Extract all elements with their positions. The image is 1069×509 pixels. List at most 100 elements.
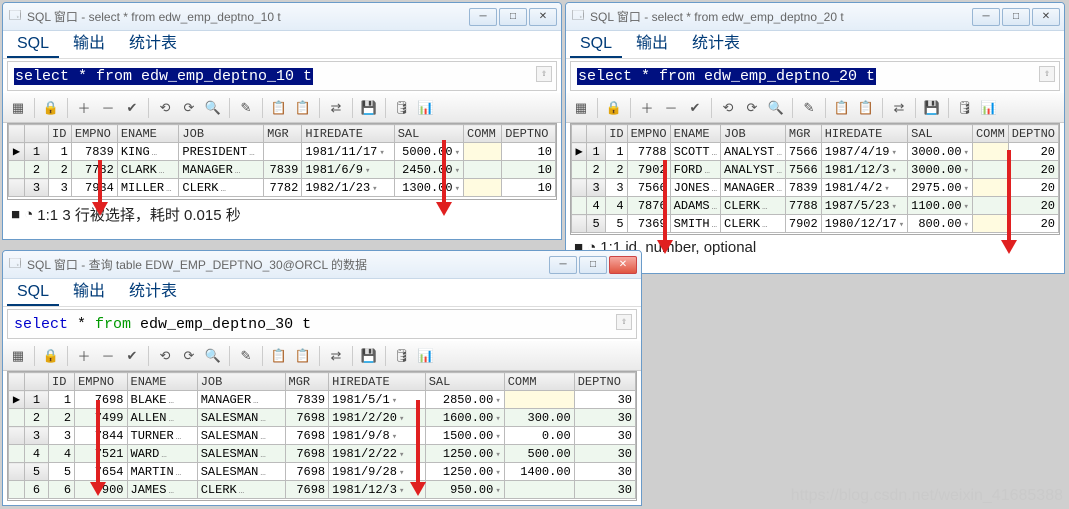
col-job[interactable]: JOB [179,125,264,143]
col-deptno[interactable]: DEPTNO [502,125,556,143]
toolbar-btn-10[interactable]: 📋 [855,97,877,119]
table-row[interactable]: 227499ALLEN…SALESMAN…76981981/2/20▾1600.… [9,409,636,427]
table-row[interactable]: 447521WARD…SALESMAN…76981981/2/22▾1250.0… [9,445,636,463]
toolbar-btn-13[interactable]: 🛢 [391,97,413,119]
toolbar-btn-4[interactable]: ✔ [121,97,143,119]
toolbar-btn-11[interactable]: ⇄ [888,97,910,119]
tab-output[interactable]: 输出 [63,274,115,306]
toolbar-btn-12[interactable]: 💾 [921,97,943,119]
col-hiredate[interactable]: HIREDATE [302,125,394,143]
toolbar-btn-14[interactable]: 📊 [415,345,437,367]
toolbar-btn-9[interactable]: 📋 [831,97,853,119]
sql-editor[interactable]: select * from edw_emp_deptno_30 t ⇧ [7,309,637,339]
toolbar-btn-14[interactable]: 📊 [978,97,1000,119]
tab-sql[interactable]: SQL [7,280,59,306]
col-hiredate[interactable]: HIREDATE [329,373,426,391]
col-ename[interactable]: ENAME [117,125,179,143]
col-empno[interactable]: EMPNO [71,125,117,143]
table-row[interactable]: 557369SMITH…CLERK…79021980/12/17▾800.00▾… [572,215,1059,233]
col-sal[interactable]: SAL [908,125,973,143]
table-row[interactable]: 557654MARTIN…SALESMAN…76981981/9/28▾1250… [9,463,636,481]
toolbar-btn-8[interactable]: ✎ [235,97,257,119]
maximize-button[interactable]: □ [499,8,527,26]
toolbar-btn-12[interactable]: 💾 [358,345,380,367]
toolbar-btn-3[interactable]: － [97,345,119,367]
close-button[interactable]: ✕ [609,256,637,274]
table-row[interactable]: ▶117839KING…PRESIDENT…1981/11/17▾5000.00… [9,143,556,161]
col-ename[interactable]: ENAME [127,373,197,391]
minimize-button[interactable]: ─ [972,8,1000,26]
minimize-button[interactable]: ─ [469,8,497,26]
toolbar-btn-4[interactable]: ✔ [121,345,143,367]
toolbar-btn-6[interactable]: ⟳ [741,97,763,119]
table-row[interactable]: 337566JONES…MANAGER…78391981/4/2▾2975.00… [572,179,1059,197]
toolbar-btn-2[interactable]: ＋ [73,345,95,367]
col-sal[interactable]: SAL [425,373,504,391]
toolbar-btn-12[interactable]: 💾 [358,97,380,119]
toolbar-btn-11[interactable]: ⇄ [325,97,347,119]
toolbar-btn-8[interactable]: ✎ [798,97,820,119]
col-comm[interactable]: COMM [504,373,574,391]
toolbar-btn-1[interactable]: 🔒 [603,97,625,119]
toolbar-btn-5[interactable]: ⟲ [154,345,176,367]
toolbar-btn-6[interactable]: ⟳ [178,97,200,119]
table-row[interactable]: ▶117698BLAKE…MANAGER…78391981/5/1▾2850.0… [9,391,636,409]
toolbar-btn-8[interactable]: ✎ [235,345,257,367]
col-comm[interactable]: COMM [464,125,502,143]
col-comm[interactable]: COMM [972,125,1008,143]
table-row[interactable]: 337934MILLER…CLERK…77821982/1/23▾1300.00… [9,179,556,197]
close-button[interactable]: ✕ [1032,8,1060,26]
toolbar-btn-3[interactable]: － [660,97,682,119]
maximize-button[interactable]: □ [1002,8,1030,26]
close-button[interactable]: ✕ [529,8,557,26]
table-row[interactable]: 337844TURNER…SALESMAN…76981981/9/8▾1500.… [9,427,636,445]
toolbar-btn-7[interactable]: 🔍 [202,97,224,119]
toolbar-btn-13[interactable]: 🛢 [391,345,413,367]
toolbar-btn-13[interactable]: 🛢 [954,97,976,119]
col-empno[interactable]: EMPNO [627,125,670,143]
sql-editor[interactable]: select * from edw_emp_deptno_20 t ⇧ [570,61,1060,91]
toolbar-btn-4[interactable]: ✔ [684,97,706,119]
tab-sql[interactable]: SQL [7,32,59,58]
table-row[interactable]: 667900JAMES…CLERK…76981981/12/3▾950.00▾3… [9,481,636,499]
col-job[interactable]: JOB [197,373,285,391]
toolbar-btn-0[interactable]: ▦ [7,97,29,119]
table-row[interactable]: ▶117788SCOTT…ANALYST…75661987/4/19▾3000.… [572,143,1059,161]
toolbar-btn-14[interactable]: 📊 [415,97,437,119]
tab-output[interactable]: 输出 [626,26,678,58]
scroll-up-icon[interactable]: ⇧ [536,66,552,82]
toolbar-btn-0[interactable]: ▦ [570,97,592,119]
toolbar-btn-2[interactable]: ＋ [636,97,658,119]
minimize-button[interactable]: ─ [549,256,577,274]
col-job[interactable]: JOB [721,125,786,143]
col-sal[interactable]: SAL [394,125,463,143]
toolbar-btn-10[interactable]: 📋 [292,97,314,119]
sql-editor[interactable]: select * from edw_emp_deptno_10 t ⇧ [7,61,557,91]
toolbar-btn-10[interactable]: 📋 [292,345,314,367]
toolbar-btn-2[interactable]: ＋ [73,97,95,119]
col-mgr[interactable]: MGR [264,125,302,143]
col-id[interactable]: ID [606,125,627,143]
toolbar-btn-11[interactable]: ⇄ [325,345,347,367]
col-mgr[interactable]: MGR [285,373,329,391]
col-hiredate[interactable]: HIREDATE [821,125,907,143]
toolbar-btn-7[interactable]: 🔍 [202,345,224,367]
table-row[interactable]: 227902FORD…ANALYST…75661981/12/3▾3000.00… [572,161,1059,179]
table-row[interactable]: 447876ADAMS…CLERK…77881987/5/23▾1100.00▾… [572,197,1059,215]
toolbar-btn-5[interactable]: ⟲ [717,97,739,119]
tab-stats[interactable]: 统计表 [119,274,187,306]
col-deptno[interactable]: DEPTNO [1008,125,1058,143]
toolbar-btn-9[interactable]: 📋 [268,97,290,119]
tab-stats[interactable]: 统计表 [682,26,750,58]
toolbar-btn-0[interactable]: ▦ [7,345,29,367]
toolbar-btn-5[interactable]: ⟲ [154,97,176,119]
col-empno[interactable]: EMPNO [75,373,127,391]
table-row[interactable]: 227782CLARK…MANAGER…78391981/6/9▾2450.00… [9,161,556,179]
scroll-up-icon[interactable]: ⇧ [616,314,632,330]
scroll-up-icon[interactable]: ⇧ [1039,66,1055,82]
maximize-button[interactable]: □ [579,256,607,274]
col-id[interactable]: ID [49,373,75,391]
col-ename[interactable]: ENAME [670,125,720,143]
result-grid-1[interactable]: IDEMPNOENAMEJOBMGRHIREDATESALCOMMDEPTNO … [8,124,556,197]
col-id[interactable]: ID [49,125,72,143]
